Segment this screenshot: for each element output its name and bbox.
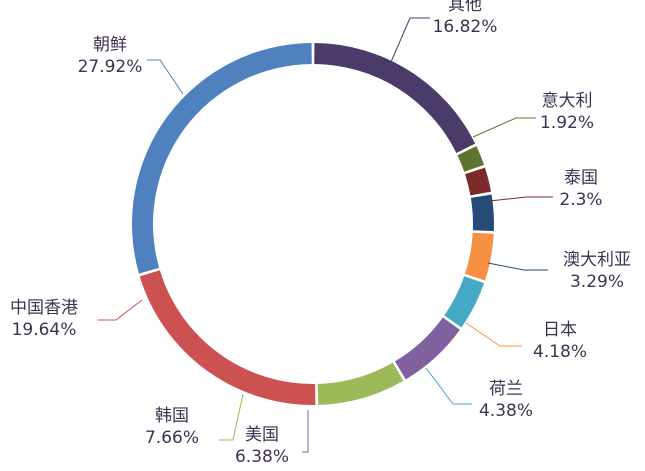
slice-percent-3: 2.3% xyxy=(559,190,602,210)
donut-slice-2 xyxy=(457,146,485,172)
leader-line-6 xyxy=(425,367,472,405)
slice-label-5: 日本 xyxy=(543,320,577,340)
slice-percent-7: 6.38% xyxy=(235,447,289,467)
slice-label-3: 泰国 xyxy=(564,168,598,188)
slice-label-9: 中国香港 xyxy=(10,298,78,318)
slice-label-7: 美国 xyxy=(245,425,279,445)
leader-line-8 xyxy=(219,393,244,441)
leader-line-1 xyxy=(390,17,430,63)
slice-percent-9: 19.64% xyxy=(12,320,77,340)
leader-line-3 xyxy=(488,196,553,202)
donut-slice-6 xyxy=(444,276,485,328)
donut-slice-5 xyxy=(465,232,494,281)
leader-line-5 xyxy=(465,322,522,347)
leader-line-10 xyxy=(147,59,184,95)
slice-percent-5: 4.18% xyxy=(533,342,587,362)
leader-lines-group xyxy=(98,17,553,453)
slice-percent-1: 16.82% xyxy=(433,17,498,37)
slice-percent-2: 1.92% xyxy=(540,113,594,133)
leader-line-4 xyxy=(487,262,548,271)
slice-percent-8: 7.66% xyxy=(145,428,199,448)
slice-label-8: 韩国 xyxy=(155,406,189,426)
slice-label-10: 朝鲜 xyxy=(93,35,127,55)
donut-slice-3 xyxy=(465,167,492,196)
leader-line-9 xyxy=(98,299,143,321)
slice-percent-6: 4.38% xyxy=(479,401,533,421)
slice-percent-10: 27.92% xyxy=(78,57,143,77)
slices-group xyxy=(132,43,494,406)
donut-slice-7 xyxy=(395,317,460,380)
slice-label-2: 意大利 xyxy=(542,91,593,111)
donut-slice-10 xyxy=(132,43,312,274)
leader-line-7 xyxy=(302,410,309,453)
leader-line-2 xyxy=(472,117,536,138)
donut-slice-4 xyxy=(470,194,494,232)
slice-label-1: 其他 xyxy=(448,0,482,15)
slice-label-4: 澳大利亚 xyxy=(563,250,631,270)
donut-slice-9 xyxy=(139,270,316,406)
donut-slice-1 xyxy=(314,43,476,153)
slice-label-6: 荷兰 xyxy=(489,379,523,399)
donut-slice-8 xyxy=(317,362,404,405)
slice-percent-4: 3.29% xyxy=(570,272,624,292)
